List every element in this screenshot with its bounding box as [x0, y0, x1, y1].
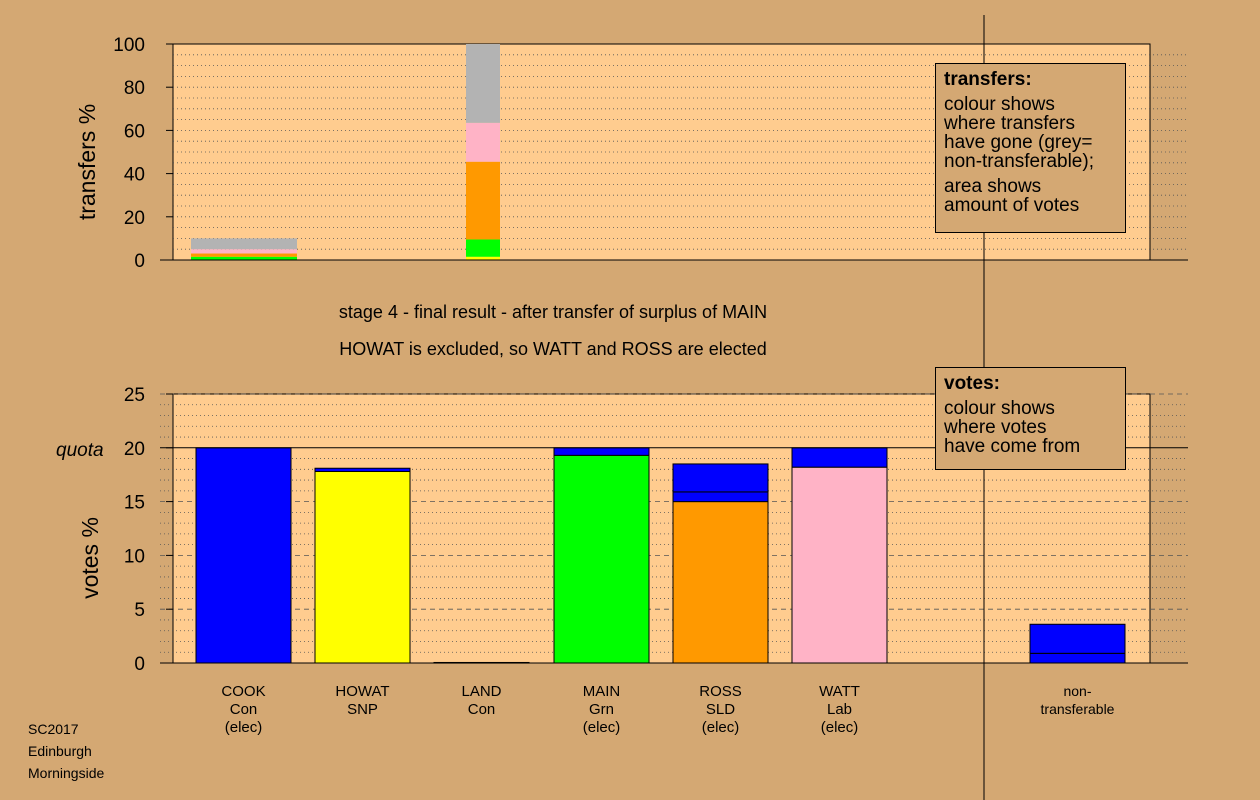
transfers-bars — [191, 44, 500, 260]
transfer-segment-nontransferable — [191, 238, 297, 250]
transfers-legend-line: have gone (grey= — [944, 132, 1093, 153]
votes-legend-line: colour shows — [944, 398, 1055, 419]
candidate-name: LAND — [461, 683, 501, 700]
footer-city: Edinburgh — [28, 743, 92, 759]
transfers-legend-line: amount of votes — [944, 195, 1080, 216]
transfers-legend-line: non-transferable); — [944, 151, 1094, 172]
votes-bars — [195, 447, 1126, 664]
bar-non — [1029, 623, 1126, 664]
transfers-y-axis: 0 20 40 60 80 100 — [113, 35, 173, 272]
candidate-status: (elec) — [702, 719, 740, 736]
votes-legend-title: votes: — [944, 373, 1000, 394]
candidate-party: Grn — [589, 701, 614, 718]
transfers-legend-line: area shows — [944, 176, 1042, 197]
bar-watt — [791, 447, 888, 664]
candidate-party: Lab — [827, 701, 852, 718]
y-tick-label: 0 — [134, 654, 145, 675]
candidate-party: Con — [468, 701, 496, 718]
y-tick-label: 25 — [124, 385, 145, 406]
votes-legend-line: where votes — [944, 417, 1047, 438]
chart-subtitle: HOWAT is excluded, so WATT and ROSS are … — [339, 339, 767, 359]
bar-main — [553, 447, 650, 664]
y-tick-label: 15 — [124, 493, 145, 514]
votes-y-axis-label: votes % — [77, 517, 103, 599]
chart-title: stage 4 - final result - after transfer … — [339, 302, 767, 322]
transfer-segment-SNP — [466, 256, 500, 260]
transfers-y-axis-label: transfers % — [74, 104, 100, 220]
footer-election: SC2017 — [28, 721, 79, 737]
transfer-segment-Lab — [191, 249, 297, 254]
y-tick-label: 100 — [113, 35, 145, 56]
candidate-status: (elec) — [821, 719, 859, 736]
candidate-status: (elec) — [225, 719, 263, 736]
candidate-party: SLD — [706, 701, 735, 718]
candidate-name: COOK — [221, 683, 265, 700]
vote-segment-Con — [314, 467, 411, 472]
candidate-name: HOWAT — [335, 683, 389, 700]
votes-legend-line: have come from — [944, 436, 1081, 457]
vote-segment-Con — [1029, 623, 1126, 654]
transfers-legend-line: colour shows — [944, 94, 1055, 115]
candidate-name: WATT — [819, 683, 860, 700]
candidate-name: MAIN — [583, 683, 621, 700]
vote-segment-SLD — [672, 501, 769, 664]
quota-label: quota — [56, 440, 104, 461]
transfer-segment-Grn — [191, 256, 297, 260]
vote-segment-Con — [672, 491, 769, 503]
transfer-segment-nontransferable — [466, 44, 500, 123]
transfer-segment-Lab — [466, 122, 500, 162]
candidate-name: ROSS — [699, 683, 742, 700]
bar-ross — [672, 463, 769, 664]
y-tick-label: 5 — [134, 600, 145, 621]
footer-ward: Morningside — [28, 765, 105, 781]
y-tick-label: 20 — [124, 439, 145, 460]
transfer-segment-SLD — [191, 253, 297, 257]
transfer-segment-SLD — [466, 161, 500, 240]
y-tick-label: 60 — [124, 121, 145, 142]
vote-segment-Con — [553, 447, 650, 456]
vote-segment-Grn — [553, 454, 650, 664]
candidate-party: transferable — [1041, 701, 1115, 717]
candidate-party: SNP — [347, 701, 378, 718]
y-tick-label: 80 — [124, 78, 145, 99]
bar-howat — [314, 467, 411, 664]
candidate-name: non- — [1063, 683, 1091, 699]
vote-segment-Con — [672, 463, 769, 493]
y-tick-label: 10 — [124, 546, 145, 567]
vote-segment-Con — [1029, 652, 1126, 664]
vote-segment-SNP — [314, 470, 411, 664]
candidate-labels: COOKCon(elec)HOWATSNPLANDConMAINGrn(elec… — [221, 683, 1114, 736]
vote-segment-Lab — [791, 466, 888, 664]
vote-segment-Con — [791, 447, 888, 468]
votes-y-axis: 0 5 10 15 20 25 — [124, 385, 173, 675]
candidate-status: (elec) — [583, 719, 621, 736]
vote-segment-Con — [195, 447, 292, 664]
transfers-legend-line: where transfers — [944, 113, 1075, 134]
transfers-legend-title: transfers: — [944, 69, 1032, 90]
y-tick-label: 0 — [134, 251, 145, 272]
y-tick-label: 40 — [124, 165, 145, 186]
y-tick-label: 20 — [124, 208, 145, 229]
footer: SC2017 Edinburgh Morningside — [28, 718, 104, 784]
candidate-party: Con — [230, 701, 258, 718]
bar-cook — [195, 447, 292, 664]
transfers-legend-box: transfers: colour shows where transfers … — [935, 63, 1126, 233]
transfer-segment-Grn — [466, 239, 500, 257]
votes-legend-box: votes: colour shows where votes have com… — [935, 367, 1126, 470]
